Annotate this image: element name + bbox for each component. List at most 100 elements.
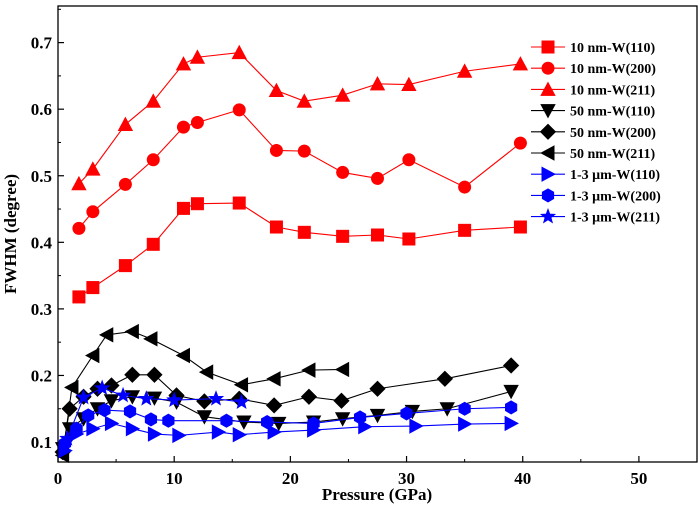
series-line xyxy=(78,109,521,229)
data-point xyxy=(269,143,283,157)
data-point xyxy=(512,56,529,71)
legend-marker xyxy=(540,145,555,161)
data-point xyxy=(64,379,79,396)
data-point xyxy=(138,390,155,406)
legend-marker xyxy=(539,123,557,140)
data-point xyxy=(504,415,519,432)
data-point xyxy=(370,171,384,185)
series-7 xyxy=(58,400,518,451)
data-point xyxy=(72,290,86,304)
series-8 xyxy=(59,379,250,446)
data-point xyxy=(98,327,114,343)
data-point xyxy=(231,44,247,60)
series-line xyxy=(62,330,343,456)
data-point xyxy=(370,228,384,242)
data-point xyxy=(103,394,120,409)
data-point xyxy=(402,232,416,246)
data-point xyxy=(211,424,227,440)
legend-label: 10 nm-W(200) xyxy=(570,62,656,77)
data-point xyxy=(118,177,132,191)
data-point xyxy=(301,362,316,378)
data-point xyxy=(436,370,454,387)
data-point xyxy=(503,384,519,400)
data-point xyxy=(220,413,233,428)
legend-label: 50 nm-W(110) xyxy=(570,105,656,120)
data-point xyxy=(261,415,274,430)
legend-marker xyxy=(541,61,555,75)
data-point xyxy=(162,413,175,428)
data-point xyxy=(82,408,95,423)
series-line xyxy=(62,364,512,453)
data-point xyxy=(103,377,120,394)
data-point xyxy=(72,221,86,235)
data-point xyxy=(336,229,350,243)
data-point xyxy=(456,63,473,78)
data-point xyxy=(70,421,83,436)
axes: 0 10 20 30 40 50 0.1 0.2 0.3 0.4 0.5 0.6 0.7 xyxy=(31,8,647,488)
data-point xyxy=(125,421,141,437)
plot-frame xyxy=(57,5,698,463)
data-point xyxy=(296,93,313,108)
data-point xyxy=(505,400,518,415)
data-point xyxy=(166,391,183,408)
data-point xyxy=(439,402,455,417)
data-point xyxy=(266,371,281,387)
data-point xyxy=(124,366,141,383)
data-point xyxy=(198,364,214,380)
data-point xyxy=(143,331,158,347)
legend-marker xyxy=(541,40,555,54)
data-point xyxy=(176,120,190,134)
data-point xyxy=(196,410,213,425)
data-point xyxy=(114,386,132,403)
data-point xyxy=(118,259,132,273)
data-point xyxy=(86,281,100,295)
data-point xyxy=(334,361,350,378)
legend-marker xyxy=(541,188,555,203)
x-tick-label: 30 xyxy=(398,469,415,488)
x-tick-label: 20 xyxy=(282,469,299,488)
y-axis-title: FWHM (degree) xyxy=(1,174,20,294)
data-point xyxy=(271,416,287,432)
y-tick-label: 0.5 xyxy=(31,167,52,186)
data-point xyxy=(207,390,225,406)
data-point xyxy=(409,418,424,434)
data-point xyxy=(75,388,92,405)
legend-label: 10 nm-W(110) xyxy=(570,41,656,56)
data-point xyxy=(172,427,187,444)
data-point xyxy=(334,87,351,102)
data-point xyxy=(117,116,134,131)
x-tick-label: 10 xyxy=(166,469,183,488)
legend-label: 50 nm-W(200) xyxy=(570,126,656,141)
data-point xyxy=(236,415,252,430)
data-point xyxy=(513,220,527,234)
data-point xyxy=(123,404,137,419)
x-tick-label: 50 xyxy=(630,469,647,488)
data-point xyxy=(94,379,111,396)
legend-marker xyxy=(540,104,556,119)
data-point xyxy=(300,388,318,405)
data-point xyxy=(369,76,386,91)
data-point xyxy=(146,366,163,383)
legend-label: 1-3 μm-W(110) xyxy=(570,168,660,183)
data-point xyxy=(85,347,100,364)
data-point xyxy=(86,205,100,219)
data-point xyxy=(146,237,160,251)
data-point xyxy=(297,144,311,158)
data-point xyxy=(190,197,204,211)
x-tick-label: 40 xyxy=(514,469,531,488)
data-point xyxy=(268,82,285,98)
data-point xyxy=(265,397,283,414)
data-point xyxy=(267,424,282,440)
data-point xyxy=(458,180,472,194)
legend-marker xyxy=(539,208,557,224)
data-point xyxy=(336,165,350,179)
data-point xyxy=(233,393,250,410)
data-point xyxy=(176,201,190,215)
data-point xyxy=(85,161,101,176)
data-point xyxy=(297,225,311,239)
data-point xyxy=(124,323,139,340)
data-point xyxy=(458,223,472,237)
data-point xyxy=(458,401,471,416)
data-point xyxy=(458,416,473,432)
